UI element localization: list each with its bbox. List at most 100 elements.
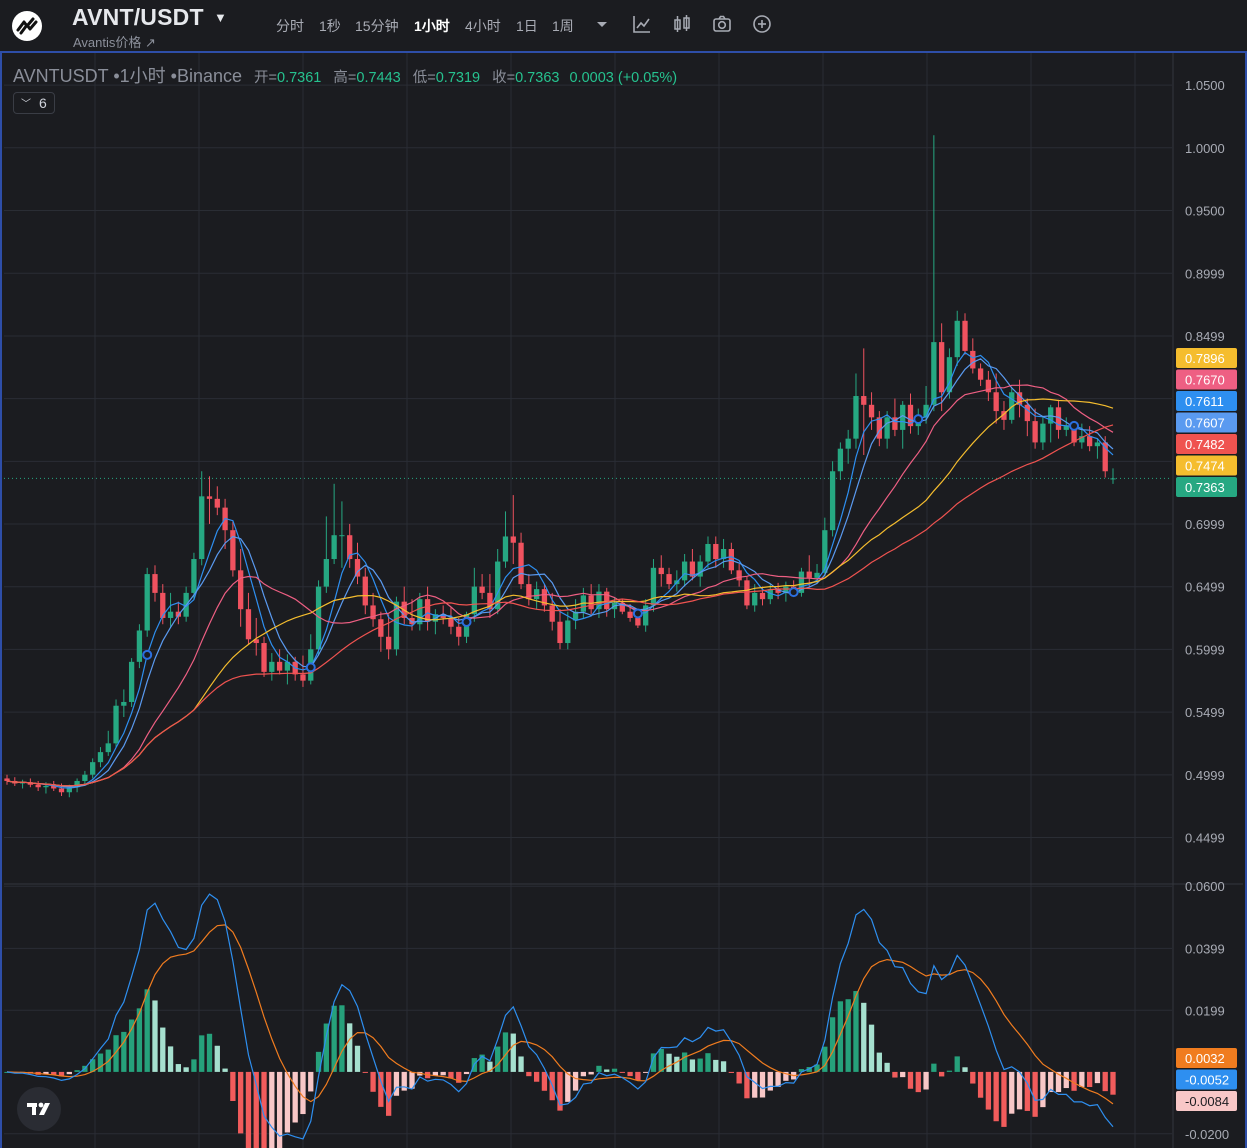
indicator-toggle-button[interactable]: ﹀ 6 — [13, 92, 55, 114]
tradingview-logo-icon[interactable] — [17, 1087, 61, 1131]
macd-line — [6, 893, 1114, 1140]
macd-histogram-bar — [378, 1071, 384, 1107]
timeframe-1d[interactable]: 1日 — [516, 18, 538, 34]
timeframe-15m[interactable]: 15分钟 — [355, 18, 399, 34]
timeframe-1h[interactable]: 1小时 — [414, 18, 450, 34]
price-badge-label: 0.7611 — [1185, 394, 1224, 409]
macd-histogram-bar — [518, 1056, 524, 1072]
macd-histogram-bar — [245, 1071, 252, 1148]
candle-down — [1032, 421, 1038, 443]
macd-histogram-bar — [90, 1059, 96, 1072]
macd-histogram-bar — [152, 1000, 158, 1072]
macd-badge — [1176, 1069, 1237, 1090]
candle-up — [284, 661, 291, 671]
price-badge-label: 0.7607 — [1185, 416, 1225, 431]
macd-histogram-bar — [385, 1071, 392, 1116]
timeframe-1s[interactable]: 1秒 — [319, 18, 341, 34]
macd-histogram-bar — [113, 1035, 119, 1072]
candle-down — [868, 404, 875, 418]
macd-histogram-bar — [565, 1071, 571, 1102]
camera-icon[interactable] — [711, 13, 733, 35]
macd-histogram-bar — [814, 1064, 820, 1072]
timeframe-1w[interactable]: 1周 — [552, 18, 574, 34]
candle-up — [393, 601, 400, 650]
candle-up — [752, 592, 758, 606]
macd-histogram-bar — [938, 1071, 945, 1077]
symbol-dropdown-icon[interactable]: ▼ — [214, 10, 227, 25]
candle-up — [853, 396, 859, 439]
timeframe-4h[interactable]: 4小时 — [465, 18, 501, 34]
candle-down — [300, 674, 306, 681]
candle-up — [128, 661, 135, 702]
macd-histogram-bar — [1086, 1071, 1093, 1088]
symbol-title[interactable]: AVNT/USDT — [72, 4, 204, 30]
macd-histogram-bar — [432, 1071, 439, 1076]
close-label: 收= — [492, 70, 516, 86]
candlesticks — [4, 135, 1116, 798]
macd-histogram-bar — [261, 1071, 267, 1148]
macd-histogram-bar — [144, 989, 150, 1072]
app-logo-icon[interactable] — [12, 11, 42, 41]
macd-histogram-bar — [222, 1068, 228, 1072]
candle-down — [728, 549, 735, 571]
candle-up — [822, 530, 828, 573]
candle-down — [627, 611, 633, 618]
macd-histogram-bar — [829, 1017, 836, 1072]
candle-up — [596, 591, 602, 610]
macd-histogram-bar — [635, 1071, 641, 1081]
symbol-subtitle-link[interactable]: Avantis价格 ↗ — [73, 35, 156, 50]
plus-circle-icon[interactable] — [751, 13, 773, 35]
macd-tick-label: 0.0199 — [1185, 1003, 1225, 1018]
candle-down — [970, 350, 976, 369]
macd-histogram-bar — [915, 1071, 921, 1093]
macd-histogram-bar — [713, 1059, 719, 1072]
candle-up — [705, 543, 711, 562]
candle-down — [448, 617, 454, 627]
macd-histogram-bar — [861, 1002, 867, 1072]
timeframe-tick[interactable]: 分时 — [276, 18, 304, 34]
candle-down — [962, 320, 968, 351]
macd-badge-label: 0.0032 — [1185, 1051, 1225, 1066]
macd-histogram-bar — [970, 1071, 976, 1084]
candle-down — [861, 396, 867, 405]
macd-histogram-bar — [479, 1054, 485, 1072]
candle-up — [572, 611, 579, 621]
price-badge — [1176, 477, 1237, 497]
signal-dot — [305, 662, 316, 673]
ma-line-40 — [6, 424, 1114, 787]
macd-histogram-bar — [697, 1058, 703, 1072]
candle-down — [541, 589, 548, 606]
ohlc-legend: AVNTUSDT •1小时 •Binance 开=0.7361 高=0.7443… — [13, 62, 677, 88]
candle-down — [1071, 426, 1077, 443]
signal-dot — [1069, 420, 1080, 431]
signal-markers — [142, 414, 1080, 673]
candle-down — [152, 574, 158, 593]
macd-histogram-bar — [752, 1071, 758, 1098]
candle-up — [90, 762, 96, 775]
line-chart-icon[interactable] — [631, 13, 653, 35]
low-label: 低= — [412, 70, 436, 86]
macd-histogram-bar — [269, 1071, 275, 1148]
candle-up — [681, 561, 688, 581]
macd-histogram-bar — [354, 1045, 361, 1072]
candle-down — [370, 605, 376, 620]
candlestick-icon[interactable] — [671, 13, 693, 35]
macd-histogram-bar — [923, 1071, 929, 1090]
macd-histogram-bar — [339, 1005, 345, 1072]
macd-histogram-bar — [331, 1005, 337, 1072]
macd-histogram-bar — [463, 1071, 470, 1075]
macd-histogram-bar — [1110, 1071, 1116, 1095]
candle-down — [892, 417, 898, 430]
macd-histogram-bar — [199, 1035, 205, 1072]
candle-down — [744, 580, 750, 606]
candle-down — [1102, 442, 1108, 472]
candle-down — [27, 782, 34, 785]
price-tick-label: 0.6999 — [1185, 517, 1225, 532]
indicator-count: 6 — [39, 95, 47, 111]
macd-tick-label: 0.0600 — [1185, 879, 1225, 894]
macd-histogram-bar — [876, 1052, 882, 1072]
macd-histogram-bar — [308, 1071, 314, 1092]
macd-histogram-bar — [588, 1071, 594, 1075]
chevron-down-icon[interactable] — [591, 13, 613, 35]
